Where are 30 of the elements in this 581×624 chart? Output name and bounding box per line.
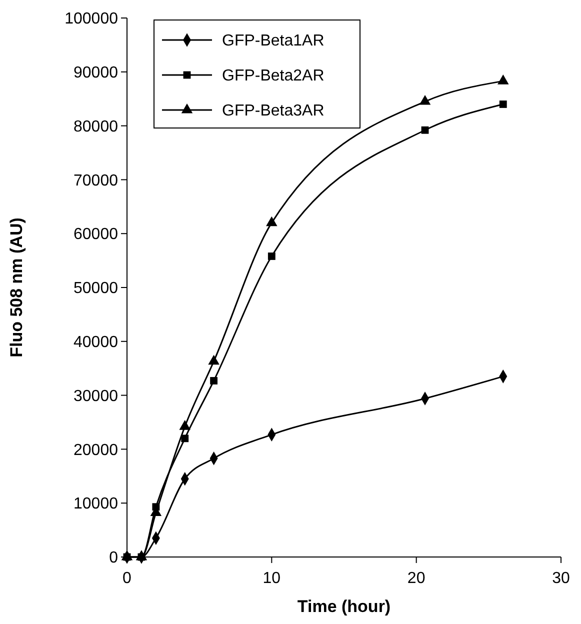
y-tick-label: 40000 bbox=[74, 334, 118, 351]
x-tick-label: 10 bbox=[262, 570, 281, 587]
x-tick-label: 30 bbox=[552, 570, 570, 587]
legend-label: GFP-Beta3AR bbox=[222, 102, 324, 120]
legend-label: GFP-Beta2AR bbox=[222, 68, 324, 85]
point bbox=[421, 126, 429, 134]
x-axis-title: Time (hour) bbox=[297, 597, 391, 616]
y-tick-label: 0 bbox=[109, 550, 118, 567]
legend-label: GFP-Beta1AR bbox=[222, 32, 324, 50]
point bbox=[499, 100, 507, 108]
x-tick-label: 0 bbox=[122, 570, 132, 587]
y-tick-label: 10000 bbox=[74, 496, 118, 513]
point bbox=[268, 252, 276, 260]
y-axis-title: Fluo 508 nm (AU) bbox=[7, 218, 26, 358]
y-tick-label: 70000 bbox=[74, 172, 118, 190]
y-tick-label: 60000 bbox=[74, 226, 118, 244]
point bbox=[419, 95, 431, 105]
y-tick-label: 30000 bbox=[74, 388, 118, 405]
y-tick-label: 20000 bbox=[74, 442, 118, 459]
y-tick-label: 50000 bbox=[74, 280, 118, 298]
point bbox=[208, 354, 220, 365]
y-tick-label: 100000 bbox=[64, 10, 118, 28]
y-tick-label: 80000 bbox=[74, 118, 118, 136]
point bbox=[181, 434, 189, 442]
point bbox=[210, 377, 218, 384]
point bbox=[179, 420, 190, 430]
x-tick-label: 20 bbox=[407, 570, 426, 587]
point bbox=[266, 216, 278, 226]
y-tick-label: 90000 bbox=[74, 64, 118, 82]
point bbox=[498, 74, 509, 84]
